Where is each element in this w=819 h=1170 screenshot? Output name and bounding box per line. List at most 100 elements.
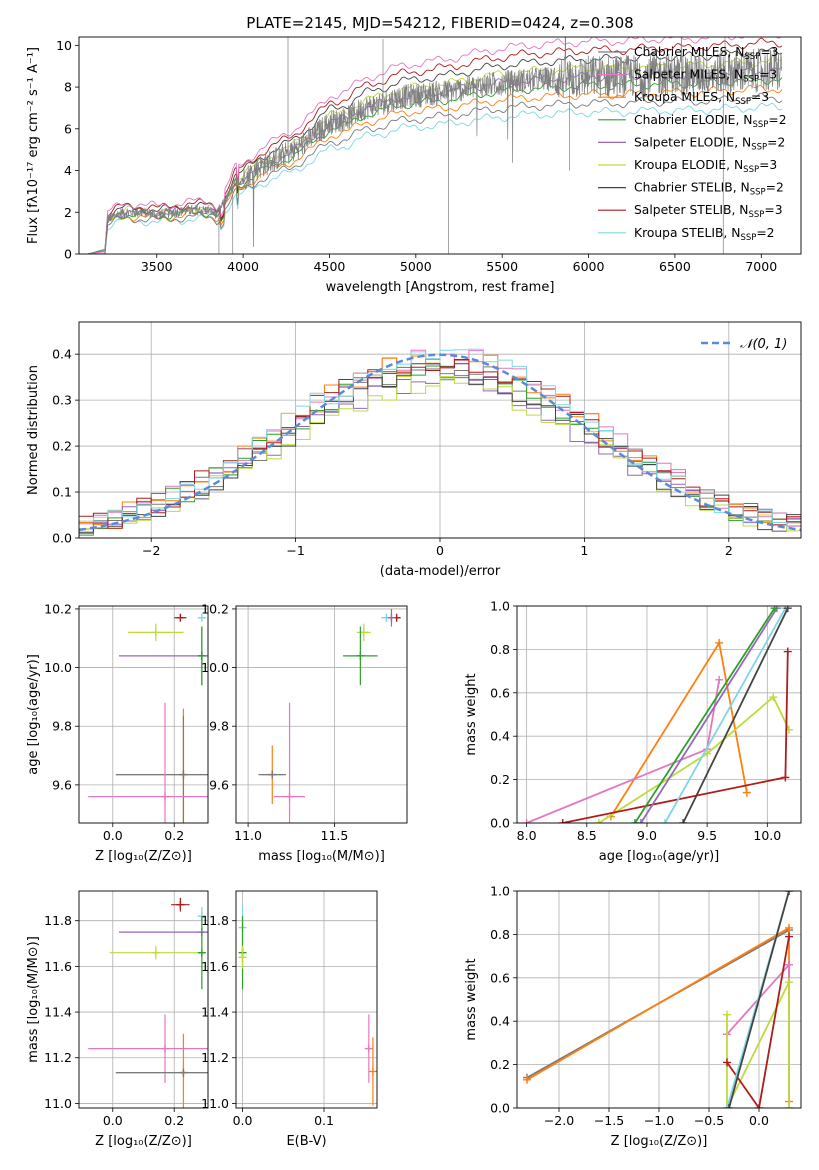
panel-spectrum: 3500 4000 4500 5000 5500 6000 6500 7000 0 2 4 6 8 10 P… [26, 14, 802, 295]
panel-mass_vs_ebv: 0.0 0.1 11.0 11.2 11.4 11.6 11.8 E(B-V) [201, 890, 378, 1149]
panel-weight_vs_Z: −2.0 −1.5 −1.0 −0.5 0.0 0.0 0.2 0.4 0.6 0.8 1.0 Z [… [464, 884, 802, 1149]
series [594, 693, 793, 823]
y-tick-label: 0.3 [52, 393, 72, 408]
legend-entry: Chabrier ELODIE, NSSP=2 [634, 113, 787, 130]
x-tick-label: 11.0 [234, 828, 262, 843]
legend-subscript: SSP [752, 120, 768, 130]
series [725, 891, 793, 1108]
legend-subscript: SSP [744, 52, 760, 62]
y-tick-label: 9.8 [209, 719, 229, 734]
y-tick-label: 1.0 [490, 884, 510, 899]
panel-age_vs_Z: 0.0 0.2 9.6 9.8 10.0 10.2 Z [log₁₀(Z/Z⊙)] age [… [26, 601, 209, 864]
y-tick-label: 0.6 [490, 970, 510, 985]
histogram-step [79, 359, 801, 529]
plot-area [258, 608, 401, 823]
x-tick-label: 0.0 [749, 1113, 769, 1128]
legend-suffix: =2 [756, 226, 774, 240]
plot-area [87, 37, 783, 254]
x-axis-label: Z [log₁₀(Z/Z⊙)] [611, 1134, 708, 1149]
data-point [174, 613, 187, 622]
x-tick-label: 0.0 [103, 828, 123, 843]
legend-subscript: SSP [749, 210, 765, 220]
data-point [387, 608, 396, 627]
series [679, 606, 792, 823]
y-tick-label: 0.8 [490, 927, 510, 942]
data-point [88, 702, 208, 823]
y-axis-label: age [log₁₀(age/yr)] [26, 654, 41, 775]
panel-residuals: −2 −1 0 1 2 0.0 0.1 0.2 0.3 0.4 𝒩(0, 1) (data-model… [26, 321, 802, 579]
y-tick-label: 2 [64, 205, 72, 220]
x-tick-label: 2 [725, 543, 733, 558]
legend-entry: Kroupa MILES, NSSP=3 [634, 90, 769, 107]
series-line [640, 607, 778, 823]
data-point [115, 1068, 208, 1077]
series-line [728, 891, 790, 1108]
y-tick-label: 10.0 [44, 660, 72, 675]
y-tick-label: 0.2 [52, 439, 72, 454]
axes-frame [78, 890, 209, 1109]
x-tick-label: 0.2 [164, 828, 184, 843]
data-point [128, 623, 184, 642]
x-axis-label: mass [log₁₀(M/M⊙)] [258, 849, 385, 864]
legend-suffix: =2 [767, 135, 785, 149]
y-axis-label: mass weight [464, 673, 479, 755]
series-line [598, 695, 790, 823]
series [630, 606, 779, 823]
data-point [197, 613, 206, 622]
data-point [274, 702, 306, 823]
x-axis-label: (data-model)/error [380, 564, 501, 579]
y-tick-label: 0.8 [490, 642, 510, 657]
y-tick-label: 0.4 [52, 347, 72, 362]
y-tick-label: 0.0 [52, 531, 72, 546]
legend-entry: Salpeter MILES, NSSP=3 [634, 68, 777, 85]
x-tick-label: 0.0 [233, 1113, 253, 1128]
x-tick-label: 1 [580, 543, 588, 558]
legend-subscript: SSP [750, 188, 766, 198]
y-tick-label: 11.6 [201, 959, 229, 974]
series-line [634, 607, 776, 823]
data-point [238, 945, 247, 969]
y-tick-label: 10.0 [201, 660, 229, 675]
data-point [356, 623, 371, 642]
observed-spectrum [87, 37, 783, 254]
y-tick-label: 10 [56, 38, 72, 53]
x-tick-label: 7000 [745, 259, 777, 274]
y-tick-label: 0.4 [490, 1014, 510, 1029]
data-point [368, 1037, 377, 1106]
x-tick-label: −2.0 [544, 1113, 574, 1128]
legend-entry: Salpeter STELIB, NSSP=3 [634, 203, 783, 220]
y-tick-label: 11.0 [201, 1096, 229, 1111]
plot-area [522, 606, 793, 823]
axes-frame [235, 890, 378, 1109]
x-tick-label: 5000 [400, 259, 432, 274]
legend-entry: 𝒩(0, 1) [740, 337, 787, 352]
panel-weight_vs_age: 8.0 8.5 9.0 9.5 10.0 0.0 0.2 0.4 0.6 0.8 1.0 age [l… [464, 599, 802, 864]
series [606, 638, 751, 821]
model-line [87, 92, 783, 254]
x-tick-label: 5500 [486, 259, 518, 274]
axes-frame [78, 321, 802, 539]
x-axis-label: age [log₁₀(age/yr)] [599, 849, 720, 864]
model-line [87, 85, 783, 254]
x-tick-label: −0.5 [694, 1113, 724, 1128]
data-point [171, 897, 190, 912]
y-tick-label: 11.6 [44, 959, 72, 974]
plot-area [88, 897, 208, 1108]
data-point [115, 715, 208, 823]
y-tick-label: 0.0 [490, 1101, 510, 1116]
legend-suffix: =3 [751, 90, 769, 104]
plot-area [88, 613, 208, 823]
legend-subscript: SSP [740, 233, 756, 243]
y-tick-label: 9.8 [52, 719, 72, 734]
y-tick-label: 9.6 [52, 777, 72, 792]
y-tick-label: 11.4 [44, 1005, 72, 1020]
normal-curve [79, 353, 801, 532]
model-line [87, 37, 782, 254]
x-tick-label: 8.0 [517, 828, 537, 843]
y-tick-label: 0 [64, 247, 72, 262]
legend-subscript: SSP [751, 142, 767, 152]
axes-frame [78, 605, 209, 824]
y-tick-label: 11.8 [201, 913, 229, 928]
legend: 𝒩(0, 1) [701, 337, 787, 352]
series-line [682, 607, 789, 823]
